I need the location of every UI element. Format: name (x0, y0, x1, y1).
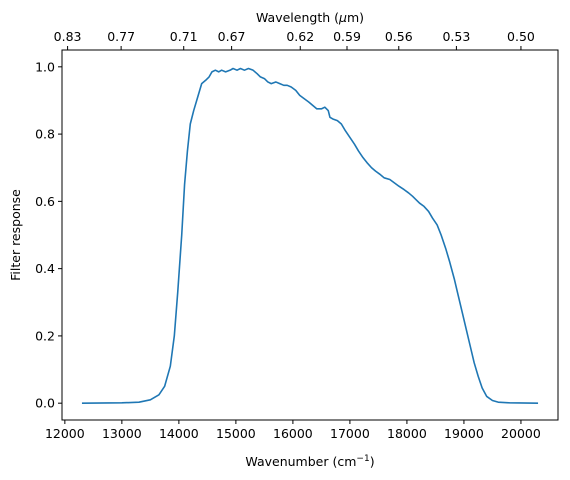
top-tick-label: 0.50 (507, 29, 535, 44)
y-tick-label: 0.4 (35, 261, 55, 276)
y-axis-title: Filter response (8, 189, 23, 281)
top-tick-label: 0.83 (54, 29, 82, 44)
top-tick-label: 0.77 (107, 29, 135, 44)
y-tick-label: 0.2 (35, 328, 55, 343)
x-tick-label: 14000 (159, 426, 199, 441)
y-tick-label: 0.0 (35, 396, 55, 411)
filter-response-line (81, 67, 539, 404)
y-tick-label: 0.6 (35, 194, 55, 209)
x-tick-label: 13000 (102, 426, 142, 441)
x-axis-title: Wavenumber (cm−1) (245, 454, 374, 469)
x-tick-label: 20000 (501, 426, 541, 441)
top-tick-label: 0.67 (218, 29, 246, 44)
x-tick-label: 18000 (387, 426, 427, 441)
top-tick-label: 0.53 (442, 29, 470, 44)
y-tick-label: 1.0 (35, 59, 55, 74)
y-tick-label: 0.8 (35, 127, 55, 142)
top-tick-label: 0.71 (170, 29, 198, 44)
axes-layer: 12000 13000 14000 15000 16000 17000 18000 19000… (35, 29, 541, 441)
x-tick-label: 12000 (45, 426, 85, 441)
plot-layer (81, 67, 539, 404)
top-tick-label: 0.59 (333, 29, 361, 44)
x-tick-label: 19000 (444, 426, 484, 441)
top-tick-label: 0.62 (286, 29, 314, 44)
top-axis-title: Wavelength (μm) (256, 10, 364, 25)
x-tick-label: 17000 (330, 426, 370, 441)
x-tick-label: 15000 (216, 426, 256, 441)
top-tick-label: 0.56 (385, 29, 413, 44)
plot-frame (61, 49, 559, 421)
x-tick-label: 16000 (273, 426, 313, 441)
